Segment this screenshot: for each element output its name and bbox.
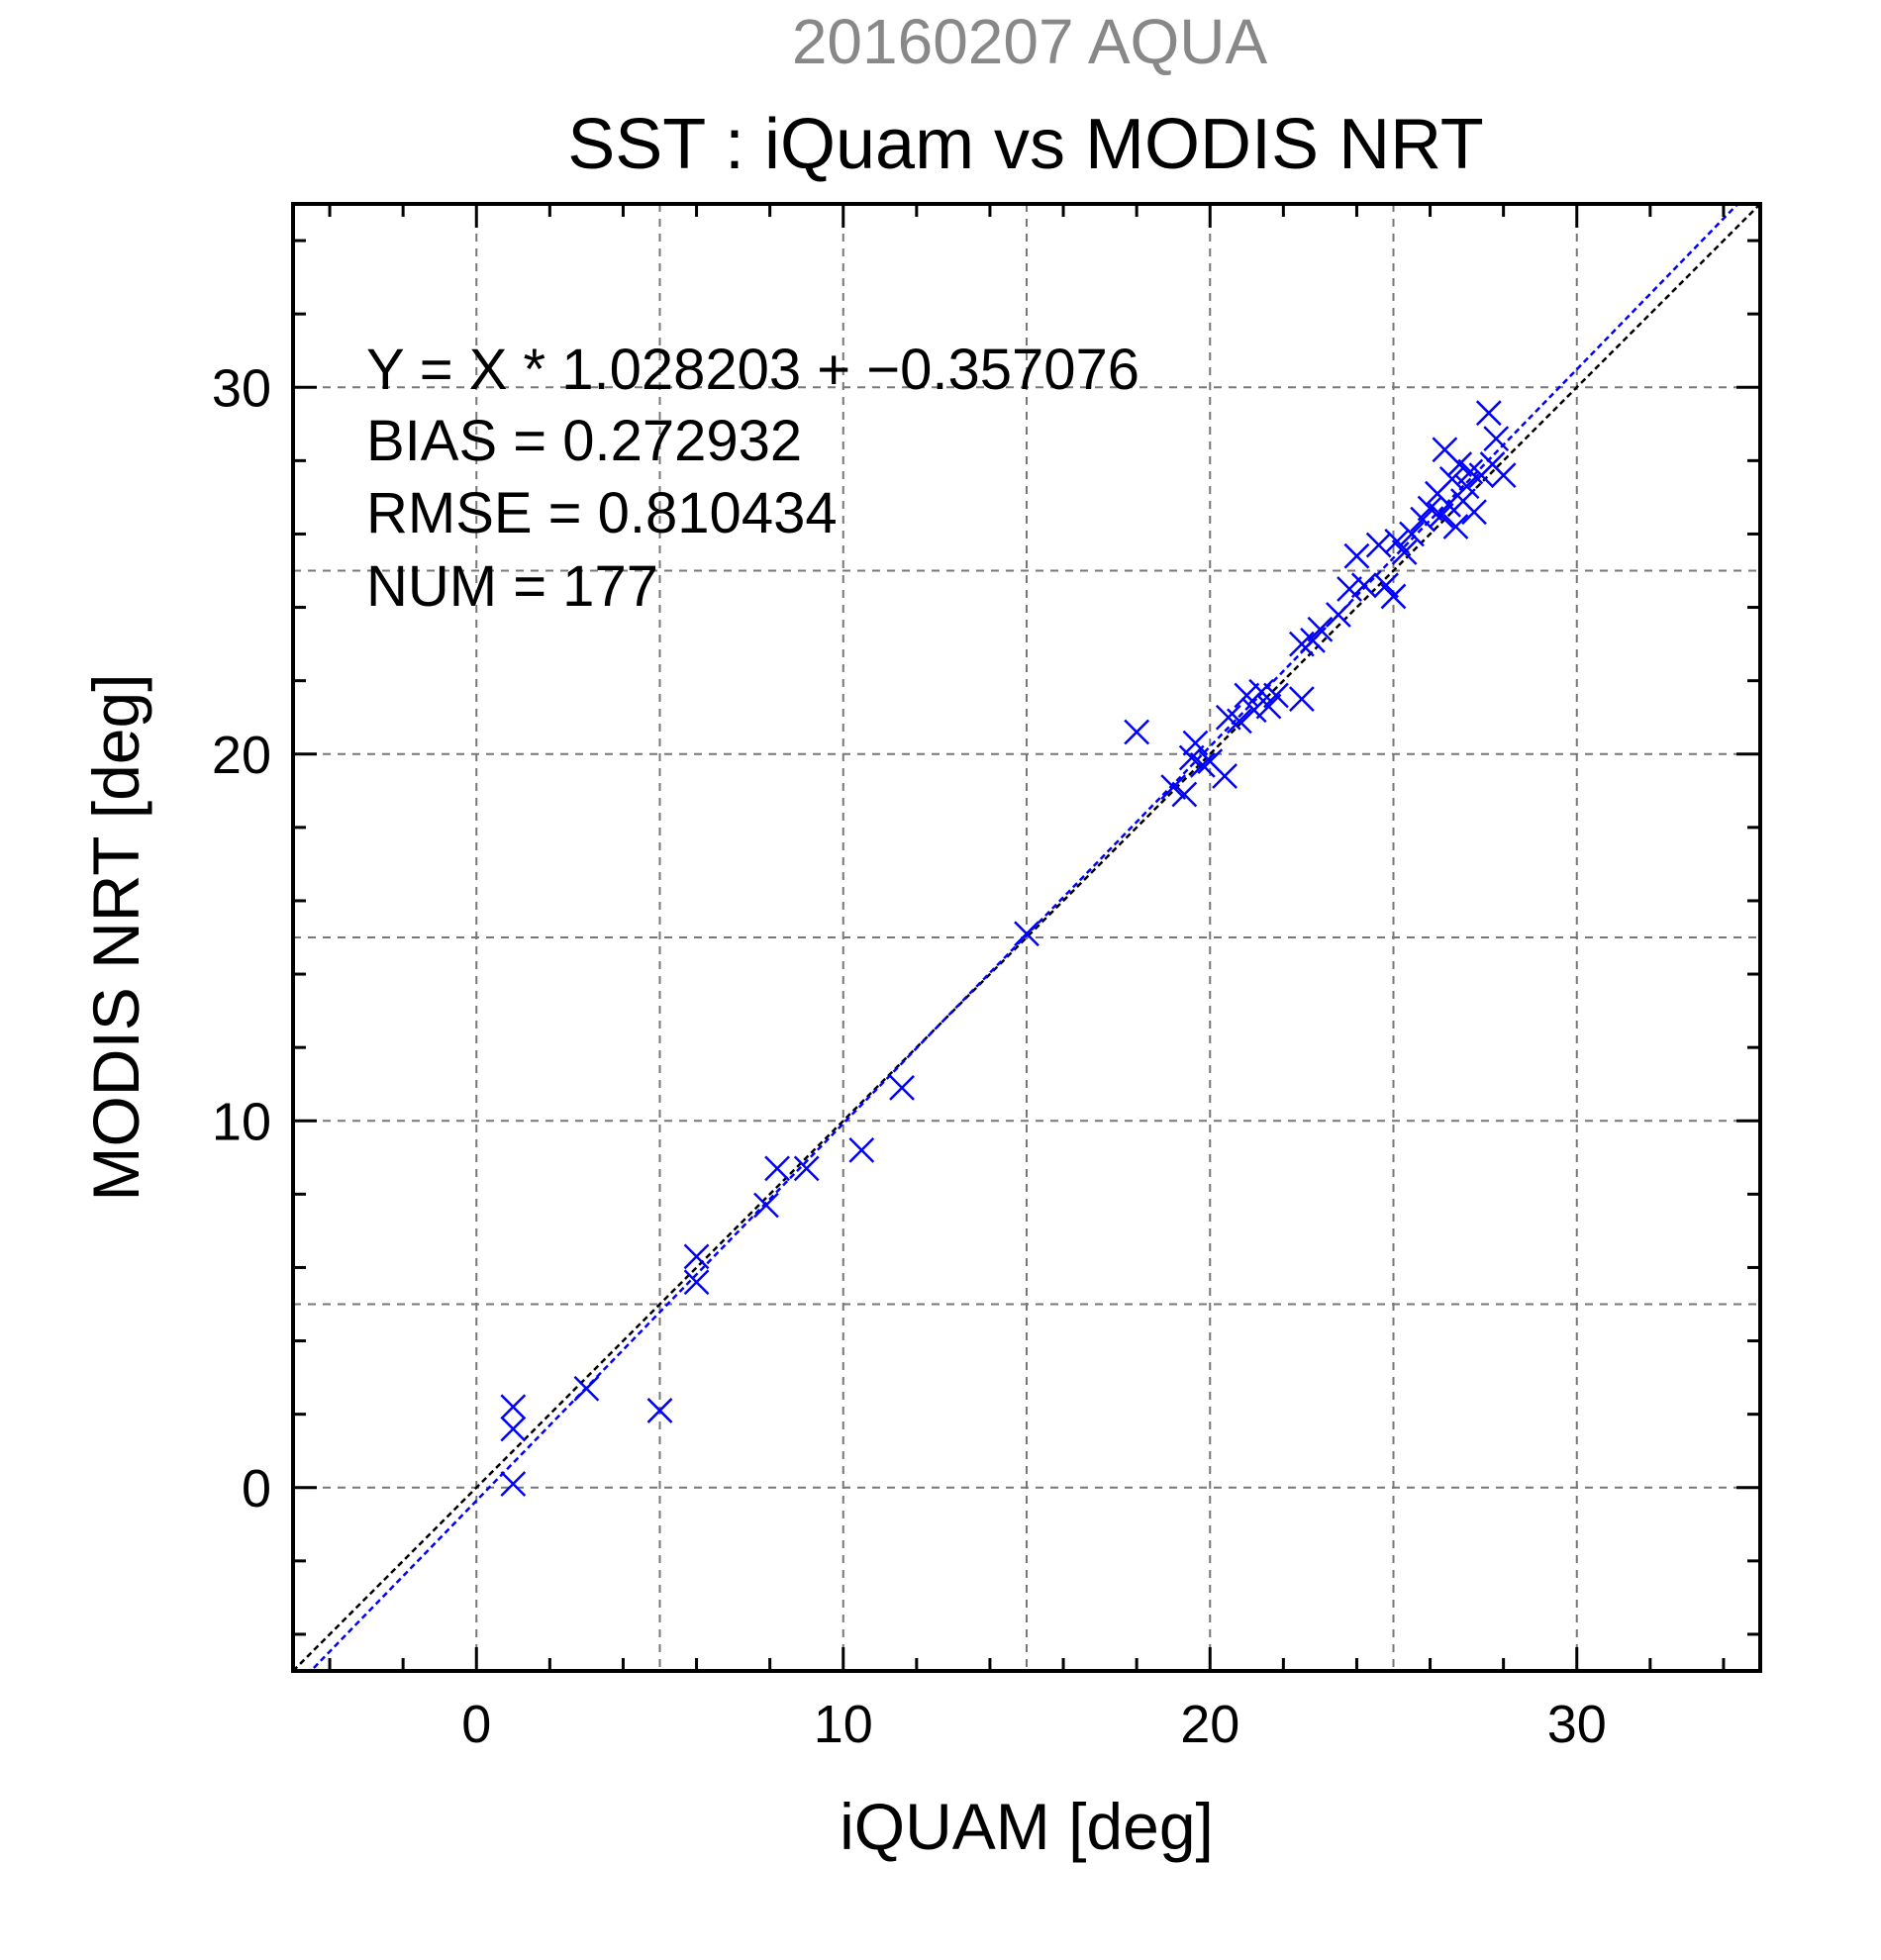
data-point (1365, 532, 1392, 558)
data-point (1124, 719, 1150, 745)
data-point (1384, 528, 1411, 554)
data-point (573, 1375, 600, 1402)
data-point (1461, 499, 1487, 526)
x-tick-label: 0 (461, 1695, 491, 1754)
data-point (1288, 686, 1315, 713)
data-point (500, 1416, 527, 1442)
data-point (500, 1471, 527, 1497)
data-point (848, 1137, 875, 1163)
data-point (1490, 462, 1517, 489)
data-point (500, 1394, 527, 1421)
x-tick-label: 20 (1180, 1695, 1239, 1754)
data-point (793, 1155, 820, 1182)
data-point (1014, 921, 1040, 947)
data-point (683, 1269, 710, 1296)
data-point (1391, 539, 1418, 565)
data-point (1212, 763, 1238, 789)
data-point (1227, 708, 1252, 735)
data-point (1307, 616, 1334, 642)
x-tick-label: 10 (814, 1695, 873, 1754)
data-point (1240, 697, 1267, 724)
tick-labels: 0 10 20 30 0 10 20 30 (212, 358, 1607, 1754)
data-point (889, 1075, 915, 1101)
data-point (1326, 602, 1351, 628)
data-point (1234, 682, 1260, 709)
data-point (753, 1192, 779, 1219)
y-tick-label: 0 (242, 1459, 271, 1519)
data-point (1442, 514, 1469, 539)
data-point (764, 1155, 790, 1182)
data-point (1336, 576, 1362, 602)
chart-subtitle: 20160207 AQUA (792, 6, 1268, 77)
bias-stat: BIAS = 0.272932 (366, 409, 802, 473)
x-axis-label: iQUAM [deg] (840, 1790, 1214, 1863)
y-axis-label: MODIS NRT [deg] (79, 673, 152, 1201)
data-point (1380, 583, 1407, 610)
data-point (1350, 572, 1377, 599)
data-point (1343, 542, 1370, 569)
chart-title: SST : iQuam vs MODIS NRT (567, 105, 1484, 184)
plot-frame (291, 202, 1762, 1673)
data-point (1182, 730, 1209, 756)
y-tick-label: 30 (212, 358, 271, 418)
data-point (1189, 751, 1216, 778)
data-point (1248, 678, 1275, 705)
num-stat: NUM = 177 (366, 554, 658, 619)
data-point (1475, 400, 1502, 427)
data-point (1373, 572, 1399, 599)
data-point (1453, 473, 1480, 500)
data-point (1255, 693, 1282, 720)
y-tick-label: 10 (212, 1092, 271, 1151)
data-point (1160, 774, 1187, 800)
data-point (1263, 682, 1289, 709)
data-point (1483, 426, 1510, 452)
y-tick-label: 20 (212, 726, 271, 785)
data-point (1438, 465, 1465, 492)
data-point (1300, 628, 1326, 653)
fit-equation: Y = X * 1.028203 + −0.357076 (366, 338, 1139, 402)
data-point (1446, 451, 1473, 477)
data-point (683, 1243, 710, 1270)
x-tick-label: 30 (1547, 1695, 1607, 1754)
grid-lines (293, 204, 1760, 1671)
data-point (646, 1398, 673, 1423)
rmse-stat: RMSE = 0.810434 (366, 481, 838, 545)
data-points (500, 400, 1517, 1497)
data-point (1399, 521, 1425, 547)
axis-ticks (293, 204, 1760, 1671)
data-point (1428, 503, 1454, 529)
data-point (1171, 781, 1198, 808)
